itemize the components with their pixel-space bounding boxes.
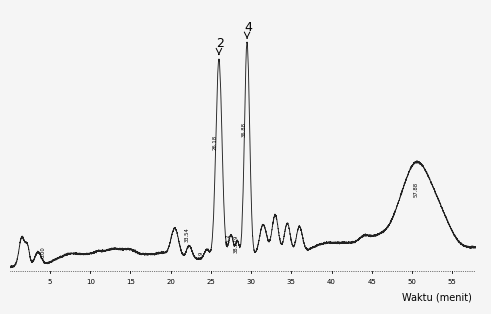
Text: 36.88: 36.88 — [242, 122, 246, 137]
Text: 5.9: 5.9 — [199, 251, 204, 259]
Text: 35.2: 35.2 — [226, 233, 231, 245]
Text: 26.18: 26.18 — [213, 135, 218, 150]
Text: Waktu (menit): Waktu (menit) — [402, 292, 471, 302]
Text: 57.88: 57.88 — [413, 182, 418, 197]
Text: 38.279: 38.279 — [233, 234, 238, 252]
Text: 6.00: 6.00 — [41, 246, 46, 258]
Text: 4: 4 — [244, 21, 252, 34]
Text: 2: 2 — [216, 37, 224, 50]
Text: 33.54: 33.54 — [185, 227, 190, 242]
